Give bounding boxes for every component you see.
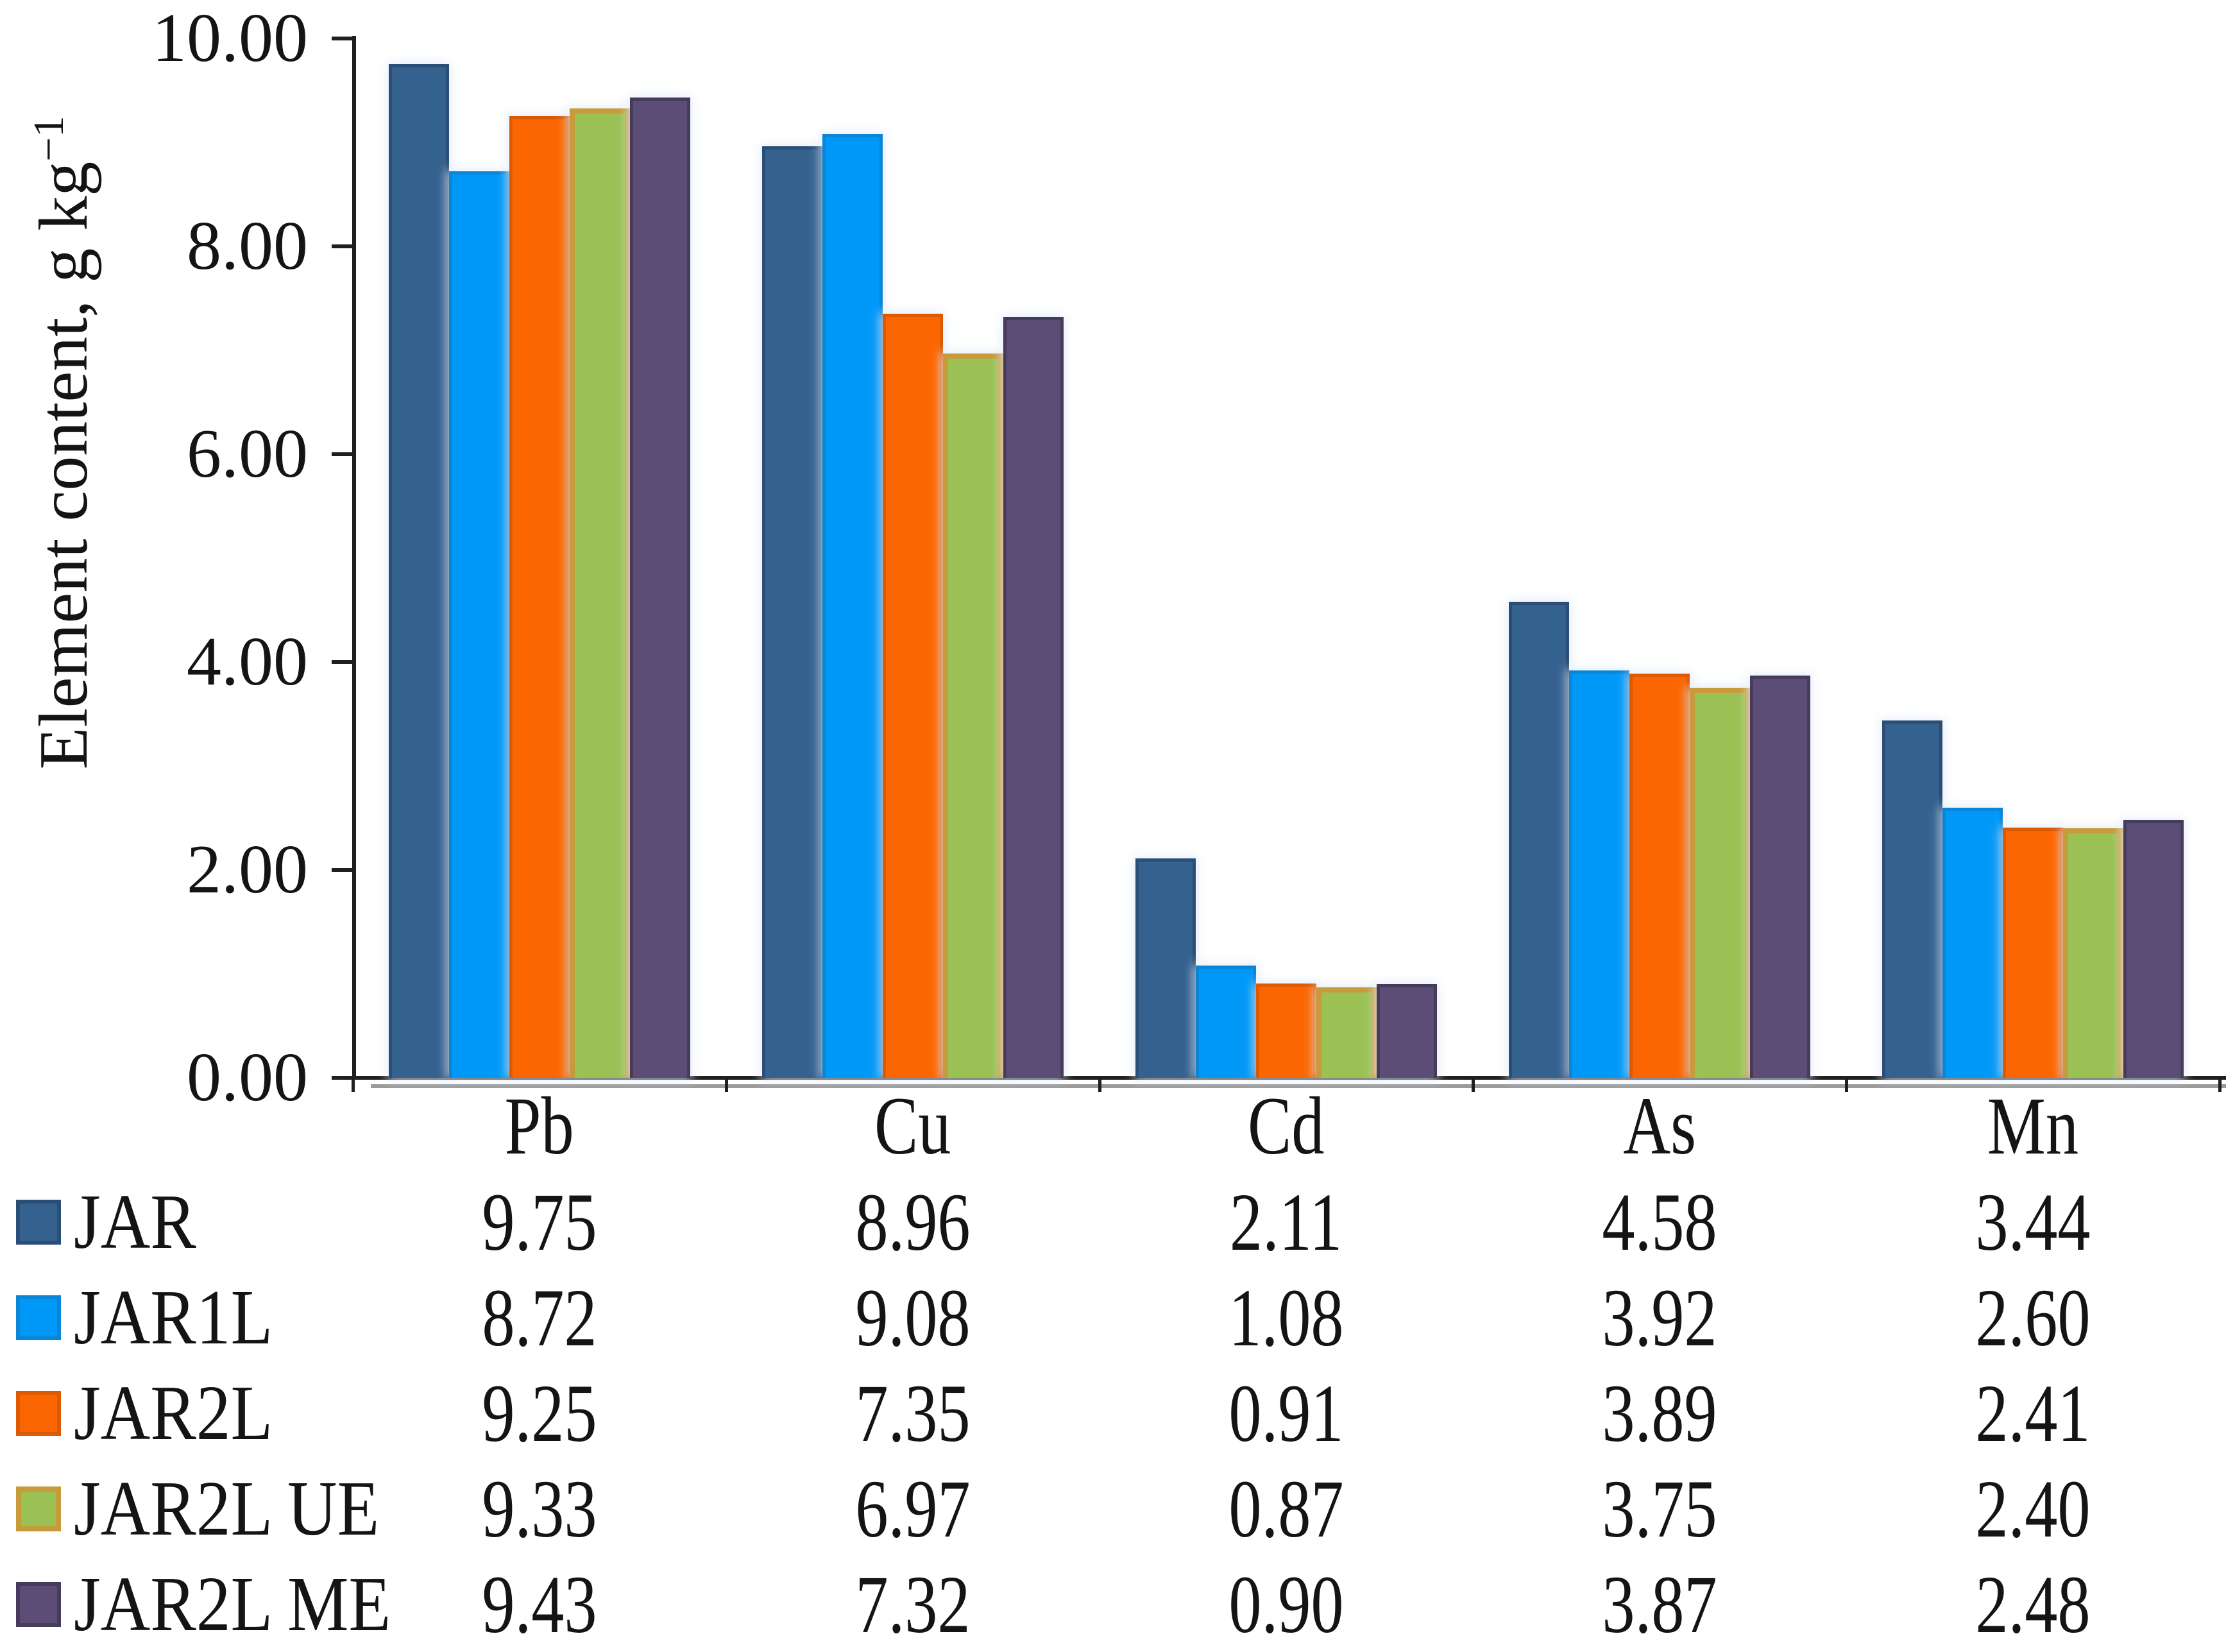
bar-jar-cu: [762, 146, 822, 1078]
table-row: JAR 9.75 8.96 2.11 4.58 3.44: [0, 1181, 2226, 1263]
value-cell: 3.92: [1602, 1272, 1717, 1363]
y-axis-tick-mark: [332, 868, 353, 872]
bar-jar2l-me-as: [1750, 676, 1810, 1078]
bar-jar1l-mn: [1942, 808, 2003, 1078]
category-label-cd: Cd: [1248, 1080, 1325, 1171]
y-axis-tick-mark: [332, 37, 353, 40]
category-boundary-tick: [1845, 1076, 1848, 1092]
value-cell: 3.87: [1602, 1559, 1717, 1650]
category-label-as: As: [1623, 1080, 1696, 1171]
value-cell: 4.58: [1602, 1177, 1717, 1268]
legend-swatch-jar2l-me: [16, 1582, 61, 1627]
bar-jar-cd: [1135, 858, 1196, 1078]
value-cell: 9.25: [482, 1368, 597, 1459]
legend-swatch-jar: [16, 1200, 61, 1245]
value-cell: 7.32: [855, 1559, 971, 1650]
y-axis-tick-mark: [332, 452, 353, 456]
legend-label: JAR: [74, 1179, 196, 1265]
y-axis-tick-mark: [332, 244, 353, 248]
bar-jar2l-ue-mn: [2063, 828, 2123, 1078]
legend-label: JAR2L ME: [74, 1561, 391, 1648]
bar-jar-mn: [1882, 720, 1942, 1078]
value-cell: 8.72: [482, 1272, 597, 1363]
bar-jar1l-cd: [1196, 966, 1256, 1078]
bar-jar-pb: [389, 64, 449, 1078]
value-cell: 3.75: [1602, 1463, 1717, 1554]
value-cell: 2.48: [1975, 1559, 2091, 1650]
value-cell: 9.33: [482, 1463, 597, 1554]
table-row: JAR2L ME 9.43 7.32 0.90 3.87 2.48: [0, 1563, 2226, 1646]
value-cell: 9.43: [482, 1559, 597, 1650]
bar-jar2l-me-mn: [2123, 820, 2184, 1078]
x-axis-line: [352, 1076, 2226, 1080]
value-cell: 0.87: [1228, 1463, 1344, 1554]
y-axis-tick-label: 0.00: [187, 1039, 308, 1116]
bar-jar1l-pb: [449, 171, 509, 1078]
table-row: JAR2L 9.25 7.35 0.91 3.89 2.41: [0, 1372, 2226, 1454]
y-axis-tick-label: 4.00: [187, 624, 308, 700]
category-boundary-tick: [725, 1076, 728, 1092]
value-cell: 9.75: [482, 1177, 597, 1268]
category-boundary-tick: [1098, 1076, 1101, 1092]
y-axis-tick-label: 10.00: [152, 0, 308, 76]
x-axis-shadow: [371, 1084, 2226, 1088]
legend-swatch-jar2l: [16, 1391, 61, 1436]
bar-jar1l-as: [1569, 670, 1629, 1078]
y-axis-tick-label: 6.00: [187, 416, 308, 492]
value-cell: 1.08: [1228, 1272, 1344, 1363]
value-cell: 9.08: [855, 1272, 971, 1363]
category-label-pb: Pb: [504, 1080, 575, 1171]
table-row: JAR2L UE 9.33 6.97 0.87 3.75 2.40: [0, 1468, 2226, 1550]
bar-jar2l-cu: [883, 314, 943, 1078]
legend-label: JAR2L UE: [74, 1465, 380, 1552]
category-label-cu: Cu: [874, 1080, 951, 1171]
bar-jar2l-ue-cu: [943, 353, 1003, 1078]
value-cell: 0.91: [1228, 1368, 1344, 1459]
value-cell: 2.11: [1230, 1177, 1343, 1268]
bar-jar1l-cu: [822, 134, 883, 1078]
value-cell: 3.89: [1602, 1368, 1717, 1459]
bar-jar2l-cd: [1256, 984, 1316, 1078]
value-cell: 6.97: [855, 1463, 971, 1554]
legend-swatch-jar2l-ue: [16, 1486, 61, 1531]
y-axis-tick-mark: [332, 660, 353, 664]
value-cell: 7.35: [855, 1368, 971, 1459]
bar-jar2l-as: [1629, 674, 1690, 1078]
bar-jar2l-ue-cd: [1316, 987, 1377, 1078]
bar-jar2l-ue-as: [1690, 688, 1750, 1078]
value-cell: 8.96: [855, 1177, 971, 1268]
category-label-mn: Mn: [1987, 1080, 2079, 1171]
value-cell: 2.60: [1975, 1272, 2091, 1363]
value-cell: 2.41: [1975, 1368, 2091, 1459]
y-axis-title-superscript: −1: [25, 115, 72, 162]
y-axis-tick-mark: [332, 1076, 353, 1080]
category-boundary-tick: [2218, 1076, 2222, 1092]
bar-jar2l-me-cu: [1003, 317, 1064, 1078]
y-axis-tick-label: 2.00: [187, 831, 308, 908]
category-boundary-tick: [352, 1076, 355, 1092]
bar-jar-as: [1509, 602, 1569, 1078]
value-cell: 2.40: [1975, 1463, 2091, 1554]
bar-jar2l-me-pb: [630, 98, 690, 1078]
legend-swatch-jar1l: [16, 1295, 61, 1340]
value-cell: 3.44: [1975, 1177, 2091, 1268]
bar-jar2l-pb: [509, 116, 570, 1078]
bar-jar2l-me-cd: [1377, 984, 1437, 1078]
legend-label: JAR1L: [74, 1274, 273, 1361]
y-axis-tick-label: 8.00: [187, 208, 308, 284]
legend-label: JAR2L: [74, 1370, 273, 1456]
table-row: JAR1L 8.72 9.08 1.08 3.92 2.60: [0, 1277, 2226, 1359]
bar-jar2l-ue-pb: [570, 108, 630, 1078]
value-cell: 0.90: [1228, 1559, 1344, 1650]
bar-jar2l-mn: [2003, 828, 2063, 1078]
category-boundary-tick: [1472, 1076, 1475, 1092]
y-axis-line: [352, 36, 356, 1080]
